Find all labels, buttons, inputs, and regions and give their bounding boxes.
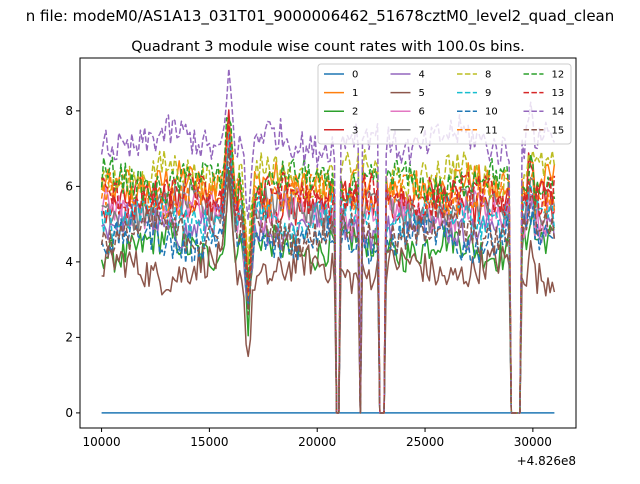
x-axis-offset-label: +4.826e8 [517, 454, 576, 468]
x-tick-label: 30000 [514, 435, 552, 449]
y-tick-label: 6 [65, 179, 73, 193]
legend-label: 2 [352, 107, 358, 118]
series-line-4 [101, 125, 556, 414]
series-line-5 [101, 174, 556, 414]
legend-label: 11 [485, 125, 498, 136]
legend-label: 5 [419, 88, 425, 99]
legend-label: 3 [352, 125, 358, 136]
series-line-10 [100, 166, 555, 414]
y-axis: 0 2 4 6 8 [65, 104, 80, 420]
legend-label: 9 [485, 88, 491, 99]
legend-label: 7 [419, 125, 425, 136]
axes-frame [79, 57, 577, 429]
figure-suptitle: n file: modeM0/AS1A13_031T01_9000006462_… [26, 7, 615, 26]
x-tick-label: 15000 [190, 435, 228, 449]
series-layer [100, 68, 556, 414]
x-tick-label: 20000 [298, 435, 336, 449]
x-tick-label: 10000 [82, 435, 120, 449]
x-tick-label: 25000 [406, 435, 444, 449]
x-axis: 10000 15000 20000 25000 30000 [82, 428, 552, 449]
series-line-14 [100, 68, 556, 414]
series-line-15 [100, 147, 556, 414]
y-tick-label: 0 [65, 406, 73, 420]
legend-label: 15 [552, 125, 565, 136]
chart-title: Quadrant 3 module wise count rates with … [131, 39, 525, 55]
legend-label: 6 [419, 107, 425, 118]
legend-label: 0 [352, 70, 358, 81]
legend-label: 13 [552, 88, 565, 99]
legend-label: 8 [485, 70, 491, 81]
legend-label: 12 [552, 70, 565, 81]
legend-label: 14 [552, 107, 565, 118]
legend-label: 1 [352, 88, 358, 99]
y-tick-label: 2 [65, 330, 73, 344]
y-tick-label: 4 [65, 255, 73, 269]
y-tick-label: 8 [65, 104, 73, 118]
series-line-13 [101, 115, 556, 414]
legend-label: 4 [419, 70, 425, 81]
legend-box [317, 63, 572, 145]
legend-label: 10 [485, 107, 498, 118]
